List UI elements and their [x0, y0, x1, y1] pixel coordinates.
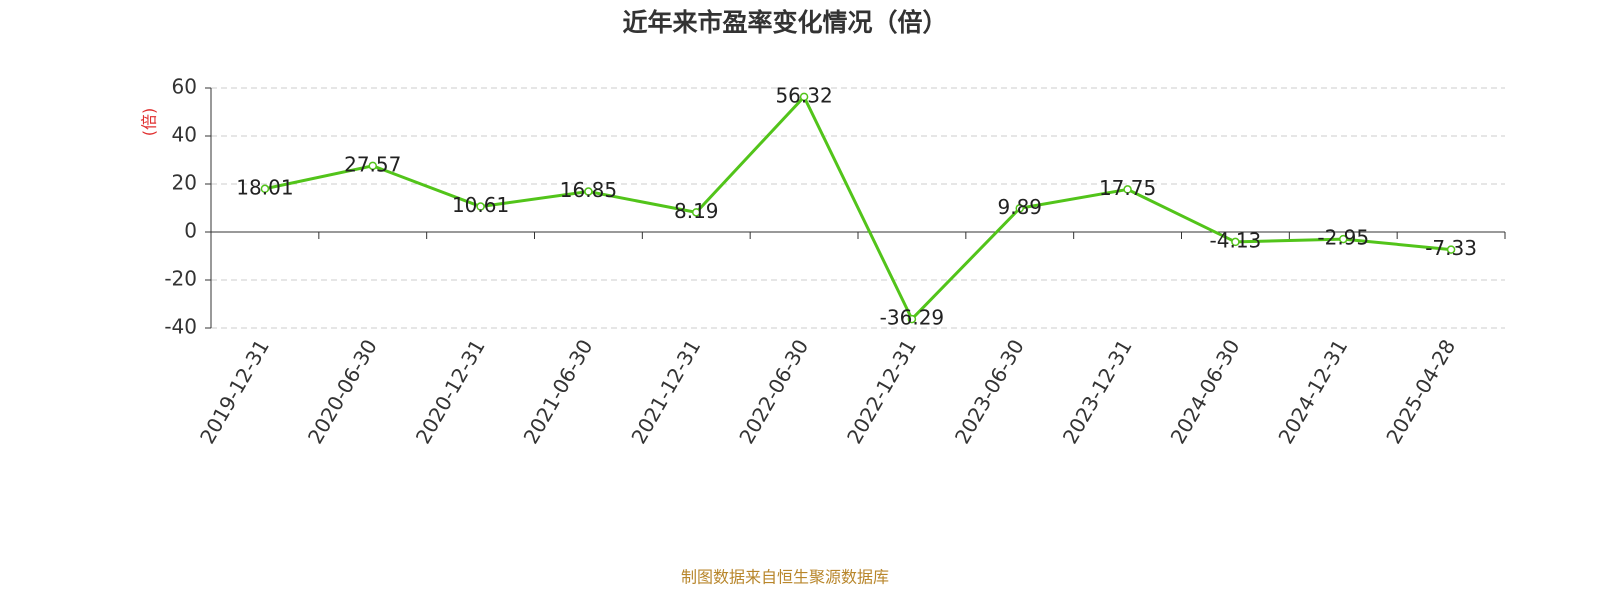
x-tick-label: 2022-12-31: [842, 335, 921, 448]
point: [476, 202, 485, 211]
y-tick-label: 20: [172, 171, 197, 195]
x-tick-label: 2025-04-28: [1381, 335, 1460, 448]
y-tick-label: 60: [172, 75, 197, 99]
y-axis-label: (倍): [140, 108, 159, 137]
line: [264, 94, 1452, 322]
point: [584, 187, 593, 196]
data-label: 17.75: [1099, 176, 1156, 200]
x-tick-label: 2024-12-31: [1273, 335, 1352, 448]
y-tick-label: 0: [184, 219, 197, 243]
y-tick-label: 40: [172, 123, 197, 147]
data-label: 27.57: [344, 152, 401, 176]
data-label: -4.13: [1210, 228, 1262, 252]
x-tick-label: 2024-06-30: [1166, 335, 1245, 448]
point: [1231, 237, 1240, 247]
x-tick-label: 2020-06-30: [303, 335, 382, 448]
data-label: -7.33: [1425, 236, 1477, 260]
x-tick-label: 2021-12-31: [626, 335, 705, 448]
point: [907, 314, 917, 324]
data-label: -2.95: [1317, 226, 1369, 250]
point: [1015, 204, 1024, 213]
x-tick-label: 2019-12-31: [195, 335, 274, 448]
point: [1446, 245, 1456, 254]
point: [692, 208, 701, 217]
y-tick-label: -40: [164, 315, 197, 339]
x-tick-label: 2021-06-30: [519, 335, 598, 448]
data-label: 10.61: [452, 193, 509, 217]
chart-title: 近年来市盈率变化情况（倍）: [622, 8, 947, 37]
data-label: 16.85: [560, 178, 617, 202]
x-tick-label: 2023-06-30: [950, 335, 1029, 448]
point: [799, 92, 809, 102]
x-tick-label: 2020-12-31: [411, 335, 490, 448]
point: [1339, 234, 1348, 244]
x-tick-label: 2023-12-31: [1058, 335, 1137, 448]
data-label: -36.29: [880, 306, 944, 330]
data-label: 8.19: [674, 199, 719, 223]
x-tick-label: 2022-06-30: [734, 335, 813, 448]
point: [260, 184, 270, 194]
data-label: 9.89: [997, 195, 1042, 219]
data-label: 18.01: [236, 175, 293, 199]
point: [1123, 185, 1132, 194]
data-label: 56.32: [775, 83, 832, 107]
point: [368, 161, 377, 171]
source-note: 制图数据来自恒生聚源数据库: [681, 568, 889, 587]
y-tick-label: -20: [164, 267, 197, 291]
